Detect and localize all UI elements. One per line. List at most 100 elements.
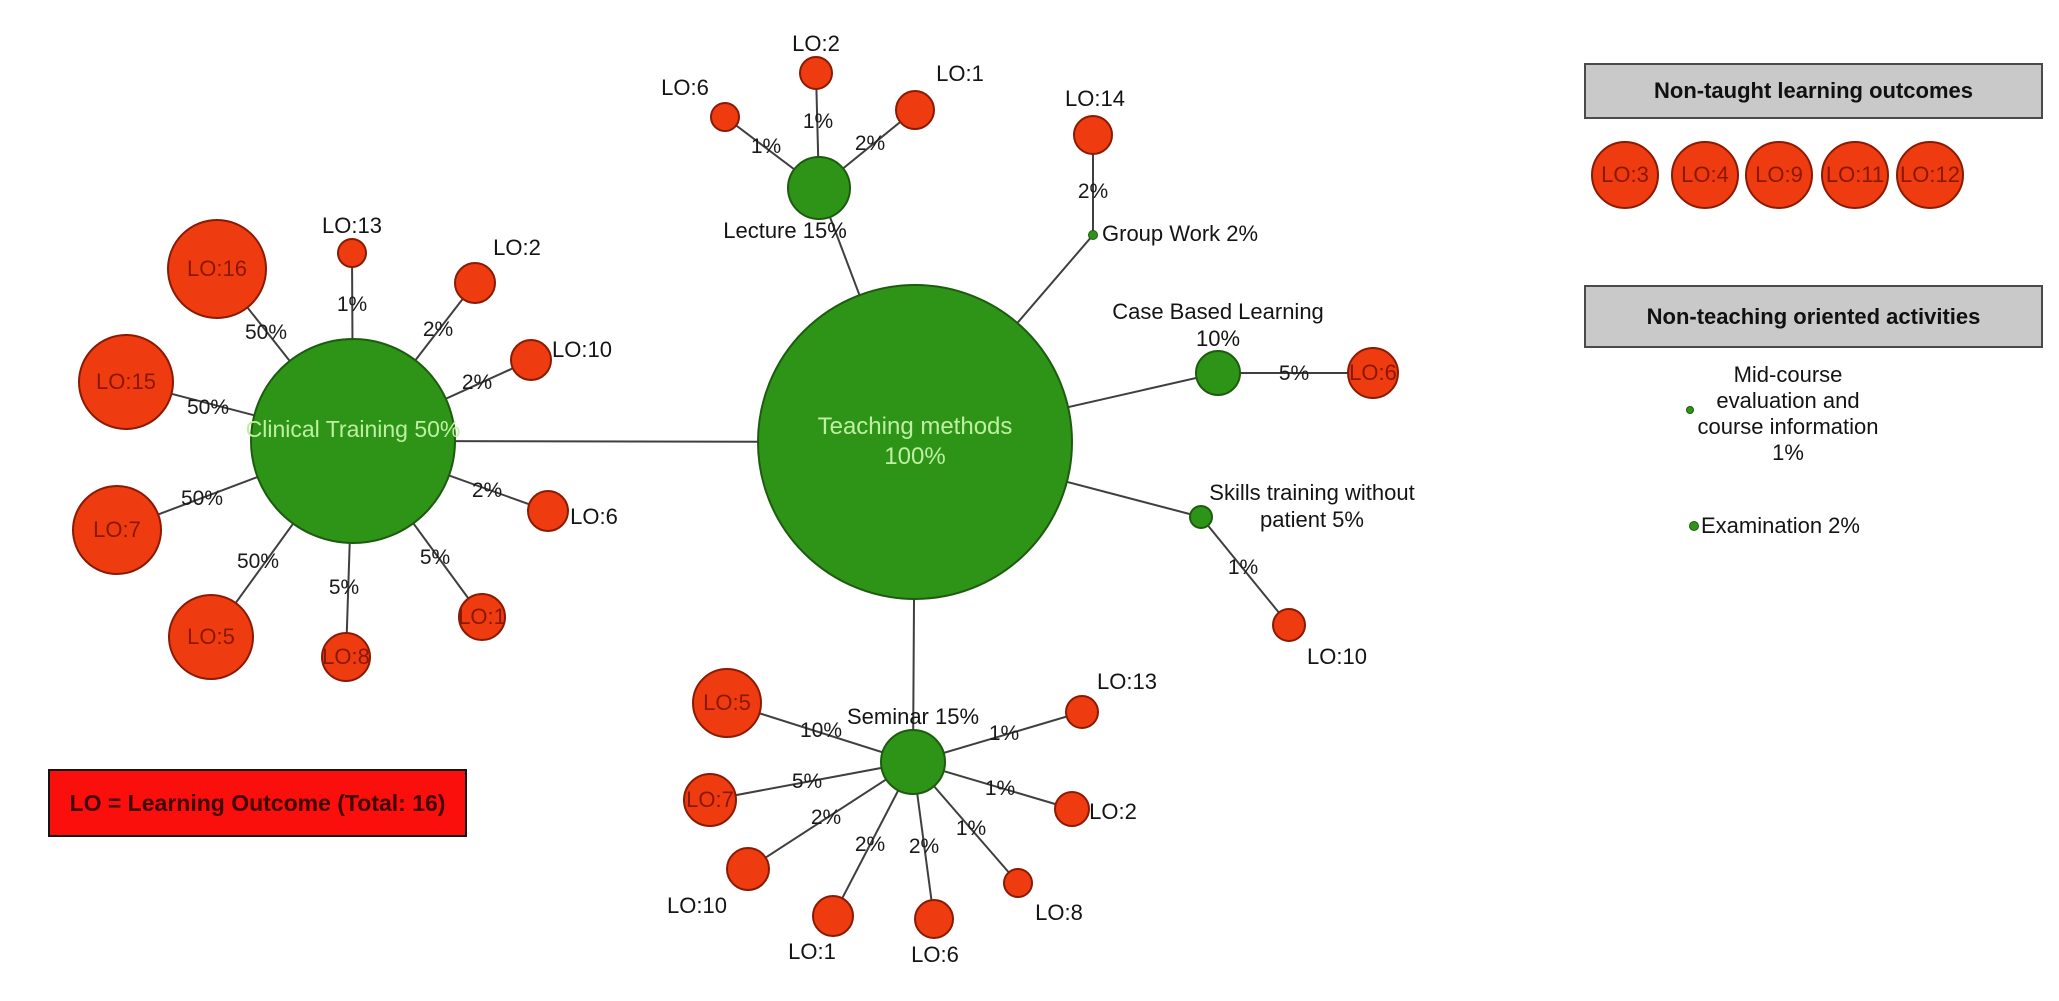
seminar-lo1-label: LO:1 [788, 939, 836, 964]
node-label: LO:6 [1349, 360, 1397, 385]
edge-percent: 2% [461, 371, 493, 394]
clinical-sat-lo10 [510, 339, 552, 381]
node-label: LO:9 [1755, 162, 1803, 187]
seminar-sat-lo1 [812, 895, 854, 937]
case-based-sat-lo6: LO:6 [1347, 347, 1399, 399]
seminar-node [880, 729, 946, 795]
edge-percent: 5% [328, 576, 360, 599]
node-label: LO:5 [703, 690, 751, 715]
non-teaching-panel-header: Non-teaching oriented activities [1584, 285, 2043, 348]
teaching-methods-title: Teaching methods [817, 413, 1013, 440]
seminar-sat-lo10 [726, 847, 770, 891]
clinical-sat-lo1: LO:1 [458, 593, 506, 641]
seminar-label: Seminar 15% [846, 704, 980, 729]
seminar-lo13-label: LO:13 [1097, 669, 1157, 694]
seminar-lo6-label: LO:6 [911, 942, 959, 967]
clinical-sat-lo7: LO:7 [72, 485, 162, 575]
case-based-learning-label: Case Based Learning [1112, 299, 1324, 324]
clinical-sat-lo2 [454, 262, 496, 304]
group-work-node [1088, 230, 1098, 240]
edge-percent: 1% [750, 135, 782, 158]
edge-percent: 5% [1278, 362, 1310, 385]
non-teaching-panel-title: Non-teaching oriented activities [1646, 303, 1981, 329]
edge-percent: 1% [984, 777, 1016, 800]
skills-lo10-label: LO:10 [1307, 644, 1367, 669]
clinical-sat-lo5: LO:5 [168, 594, 254, 680]
midcourse-line3: course information [1697, 414, 1879, 439]
seminar-sat-lo2 [1054, 791, 1090, 827]
lecture-lo2-label: LO:2 [792, 31, 840, 56]
edge-percent: 1% [1227, 556, 1259, 579]
midcourse-label: Mid-course evaluation and course informa… [1698, 362, 1879, 466]
edge-percent: 2% [854, 132, 886, 155]
edge-percent: 10% [799, 719, 843, 742]
edge-percent: 2% [908, 835, 940, 858]
edge-percent: 50% [186, 396, 230, 419]
clinical-lo13-label: LO:13 [322, 213, 382, 238]
examination-label: Examination 2% [1701, 513, 1860, 538]
legend-label: LO = Learning Outcome (Total: 16) [69, 789, 446, 816]
examination-dot [1689, 521, 1699, 531]
seminar-sat-lo5: LO:5 [692, 668, 762, 738]
node-label: LO:3 [1601, 162, 1649, 187]
node-label: LO:8 [322, 644, 370, 669]
edge-percent: 2% [810, 806, 842, 829]
node-label: LO:5 [187, 624, 235, 649]
edge-percent: 50% [180, 487, 224, 510]
seminar-lo10-label: LO:10 [667, 893, 727, 918]
edge-percent: 2% [854, 833, 886, 856]
midcourse-dot [1686, 406, 1694, 414]
midcourse-line1: Mid-course [1733, 362, 1843, 387]
clinical-sat-lo6 [527, 490, 569, 532]
clinical-sat-lo16: LO:16 [167, 219, 267, 319]
teaching-methods-node: Teaching methods 100% [757, 284, 1073, 600]
node-label: LO:1 [458, 604, 506, 629]
midcourse-line4: 1% [1772, 440, 1804, 465]
lecture-sat-lo1 [895, 90, 935, 130]
node-label: LO:12 [1900, 162, 1960, 187]
edge-percent: 5% [791, 770, 823, 793]
seminar-lo8-label: LO:8 [1035, 900, 1083, 925]
midcourse-line2: evaluation and [1716, 388, 1860, 413]
non-taught-lo3: LO:3 [1591, 141, 1659, 209]
edge-percent: 1% [336, 293, 368, 316]
seminar-lo2-label: LO:2 [1089, 799, 1137, 824]
node-label: LO:16 [187, 256, 247, 281]
lecture-lo6-label: LO:6 [661, 75, 709, 100]
edge-percent: 2% [471, 479, 503, 502]
node-label: LO:15 [96, 369, 156, 394]
seminar-sat-lo13 [1065, 695, 1099, 729]
clinical-training-node: Clinical Training 50% [246, 338, 460, 544]
edge-percent: 1% [988, 722, 1020, 745]
lecture-label: Lecture 15% [723, 218, 847, 243]
clinical-lo2-label: LO:2 [493, 235, 541, 260]
non-taught-lo12: LO:12 [1896, 141, 1964, 209]
teaching-methods-label: Teaching methods 100% [818, 412, 1013, 472]
node-label: LO:11 [1825, 162, 1885, 187]
lecture-lo1-label: LO:1 [936, 61, 984, 86]
legend-box: LO = Learning Outcome (Total: 16) [48, 769, 467, 837]
edge-percent: 50% [244, 321, 288, 344]
clinical-lo10-label: LO:10 [552, 337, 612, 362]
non-taught-lo9: LO:9 [1745, 141, 1813, 209]
clinical-sat-lo8: LO:8 [321, 632, 371, 682]
clinical-lo6-label: LO:6 [570, 504, 618, 529]
seminar-sat-lo6 [914, 899, 954, 939]
non-taught-panel-title: Non-taught learning outcomes [1654, 78, 1973, 103]
clinical-training-label: Clinical Training 50% [245, 415, 461, 442]
edge-percent: 1% [802, 110, 834, 133]
clinical-sat-lo15: LO:15 [78, 334, 174, 430]
non-taught-lo4: LO:4 [1671, 141, 1739, 209]
skills-training-node [1189, 505, 1213, 529]
clinical-sat-lo13 [337, 238, 367, 268]
skills-sat-lo10 [1272, 608, 1306, 642]
non-taught-lo11: LO:11 [1821, 141, 1889, 209]
non-taught-panel-header: Non-taught learning outcomes [1584, 63, 2043, 119]
edge-percent: 1% [955, 817, 987, 840]
seminar-sat-lo7: LO:7 [683, 773, 737, 827]
node-label: LO:4 [1681, 162, 1729, 187]
lecture-node [787, 156, 851, 220]
edge-percent: 2% [422, 318, 454, 341]
node-label: LO:7 [686, 787, 734, 812]
